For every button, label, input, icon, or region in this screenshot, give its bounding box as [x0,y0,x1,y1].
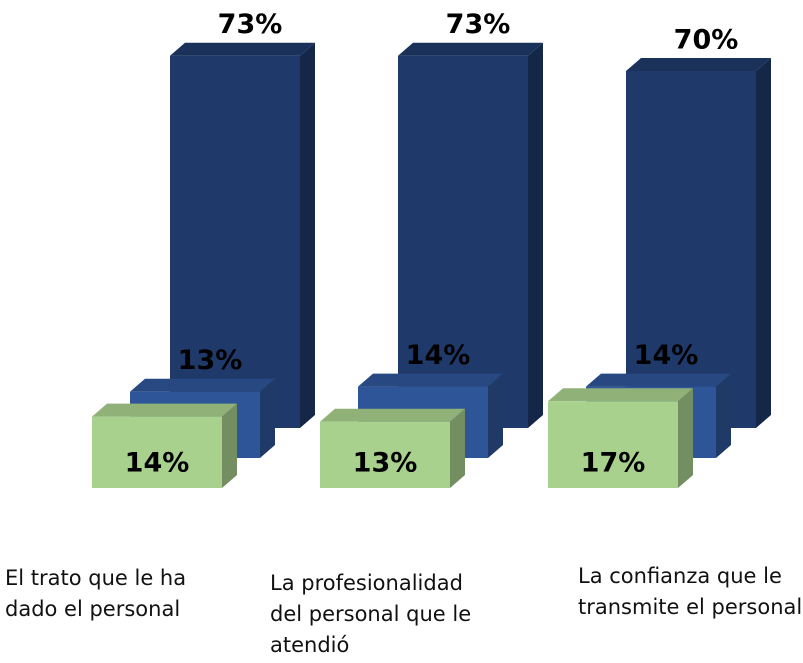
bar-side [528,42,543,428]
bar-top [586,373,731,387]
data-label: 17% [581,448,646,479]
bar [548,401,678,488]
bar-top [170,42,315,56]
bar-side [450,408,465,488]
bar-side [756,58,771,428]
category-label: La profesionalidad del personal que le a… [270,571,472,657]
data-label: 73% [446,9,511,40]
bar-side [488,373,503,458]
data-label: 14% [634,340,699,371]
data-label: 73% [218,9,283,40]
bar-side [678,388,693,488]
bar-top [548,388,693,402]
bar-top [358,373,503,387]
bar-top [320,408,465,422]
bar [92,416,222,488]
data-label: 13% [353,448,418,479]
bar-top [92,403,237,417]
bar-top [398,42,543,56]
bar-top [626,58,771,71]
bar [398,55,528,428]
category-label: La confianza que le transmite el persona… [578,564,803,619]
data-label: 14% [406,340,471,371]
bar [170,55,300,428]
data-label: 14% [125,448,190,479]
bar-side [716,373,731,458]
bar-side [222,403,237,488]
category-label: El trato que le ha dado el personal [5,566,187,621]
bar [626,71,756,428]
bar-top [130,378,275,392]
data-label: 13% [178,345,243,376]
bar [320,421,450,488]
bar-side [260,378,275,458]
data-label: 70% [674,25,739,56]
bar-side [300,42,315,428]
